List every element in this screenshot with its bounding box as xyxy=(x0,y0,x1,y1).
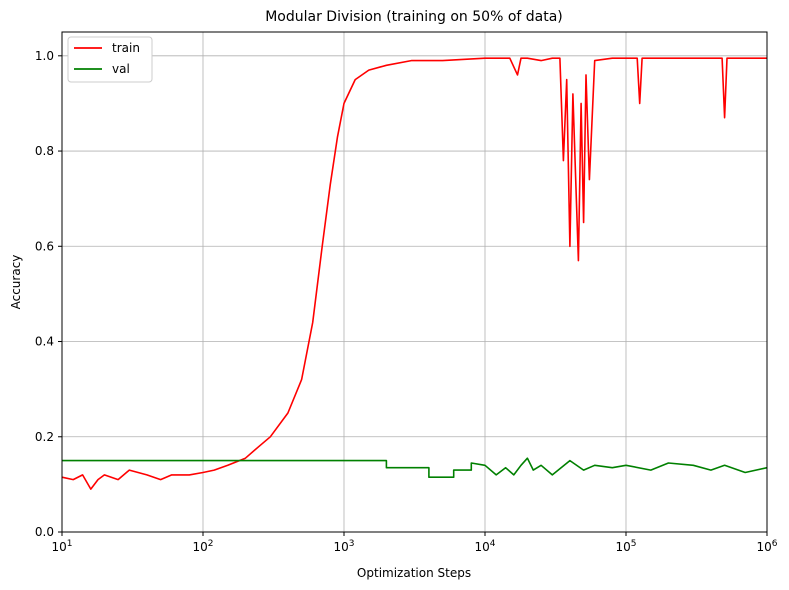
y-tick-label: 0.4 xyxy=(35,335,54,349)
x-axis-label: Optimization Steps xyxy=(357,566,471,580)
x-tick-label: 104 xyxy=(474,539,495,554)
x-tick-label: 102 xyxy=(192,539,213,554)
legend: train val xyxy=(67,36,153,83)
x-tick-label: 105 xyxy=(615,539,636,554)
y-tick-label: 0.0 xyxy=(35,525,54,539)
series-layer xyxy=(61,57,768,490)
y-axis-ticks: 0.0 0.2 0.4 0.6 0.8 1.0 xyxy=(35,49,62,539)
series-line-val xyxy=(62,457,768,479)
x-axis-ticks: 101 102 103 104 105 106 xyxy=(51,532,778,554)
plot-frame xyxy=(61,31,768,533)
x-tick-label: 101 xyxy=(51,539,72,554)
x-tick-label: 103 xyxy=(333,539,354,554)
y-tick-label: 1.0 xyxy=(35,49,54,63)
chart-title: Modular Division (training on 50% of dat… xyxy=(265,9,563,25)
y-tick-label: 0.8 xyxy=(35,144,54,158)
series-line-train xyxy=(61,57,767,490)
x-tick-label: 106 xyxy=(756,539,777,554)
y-tick-label: 0.2 xyxy=(35,430,54,444)
legend-train-label: train xyxy=(112,41,140,55)
y-axis-label: Accuracy xyxy=(9,255,23,310)
y-tick-label: 0.6 xyxy=(35,239,54,253)
legend-val-label: val xyxy=(112,62,130,76)
